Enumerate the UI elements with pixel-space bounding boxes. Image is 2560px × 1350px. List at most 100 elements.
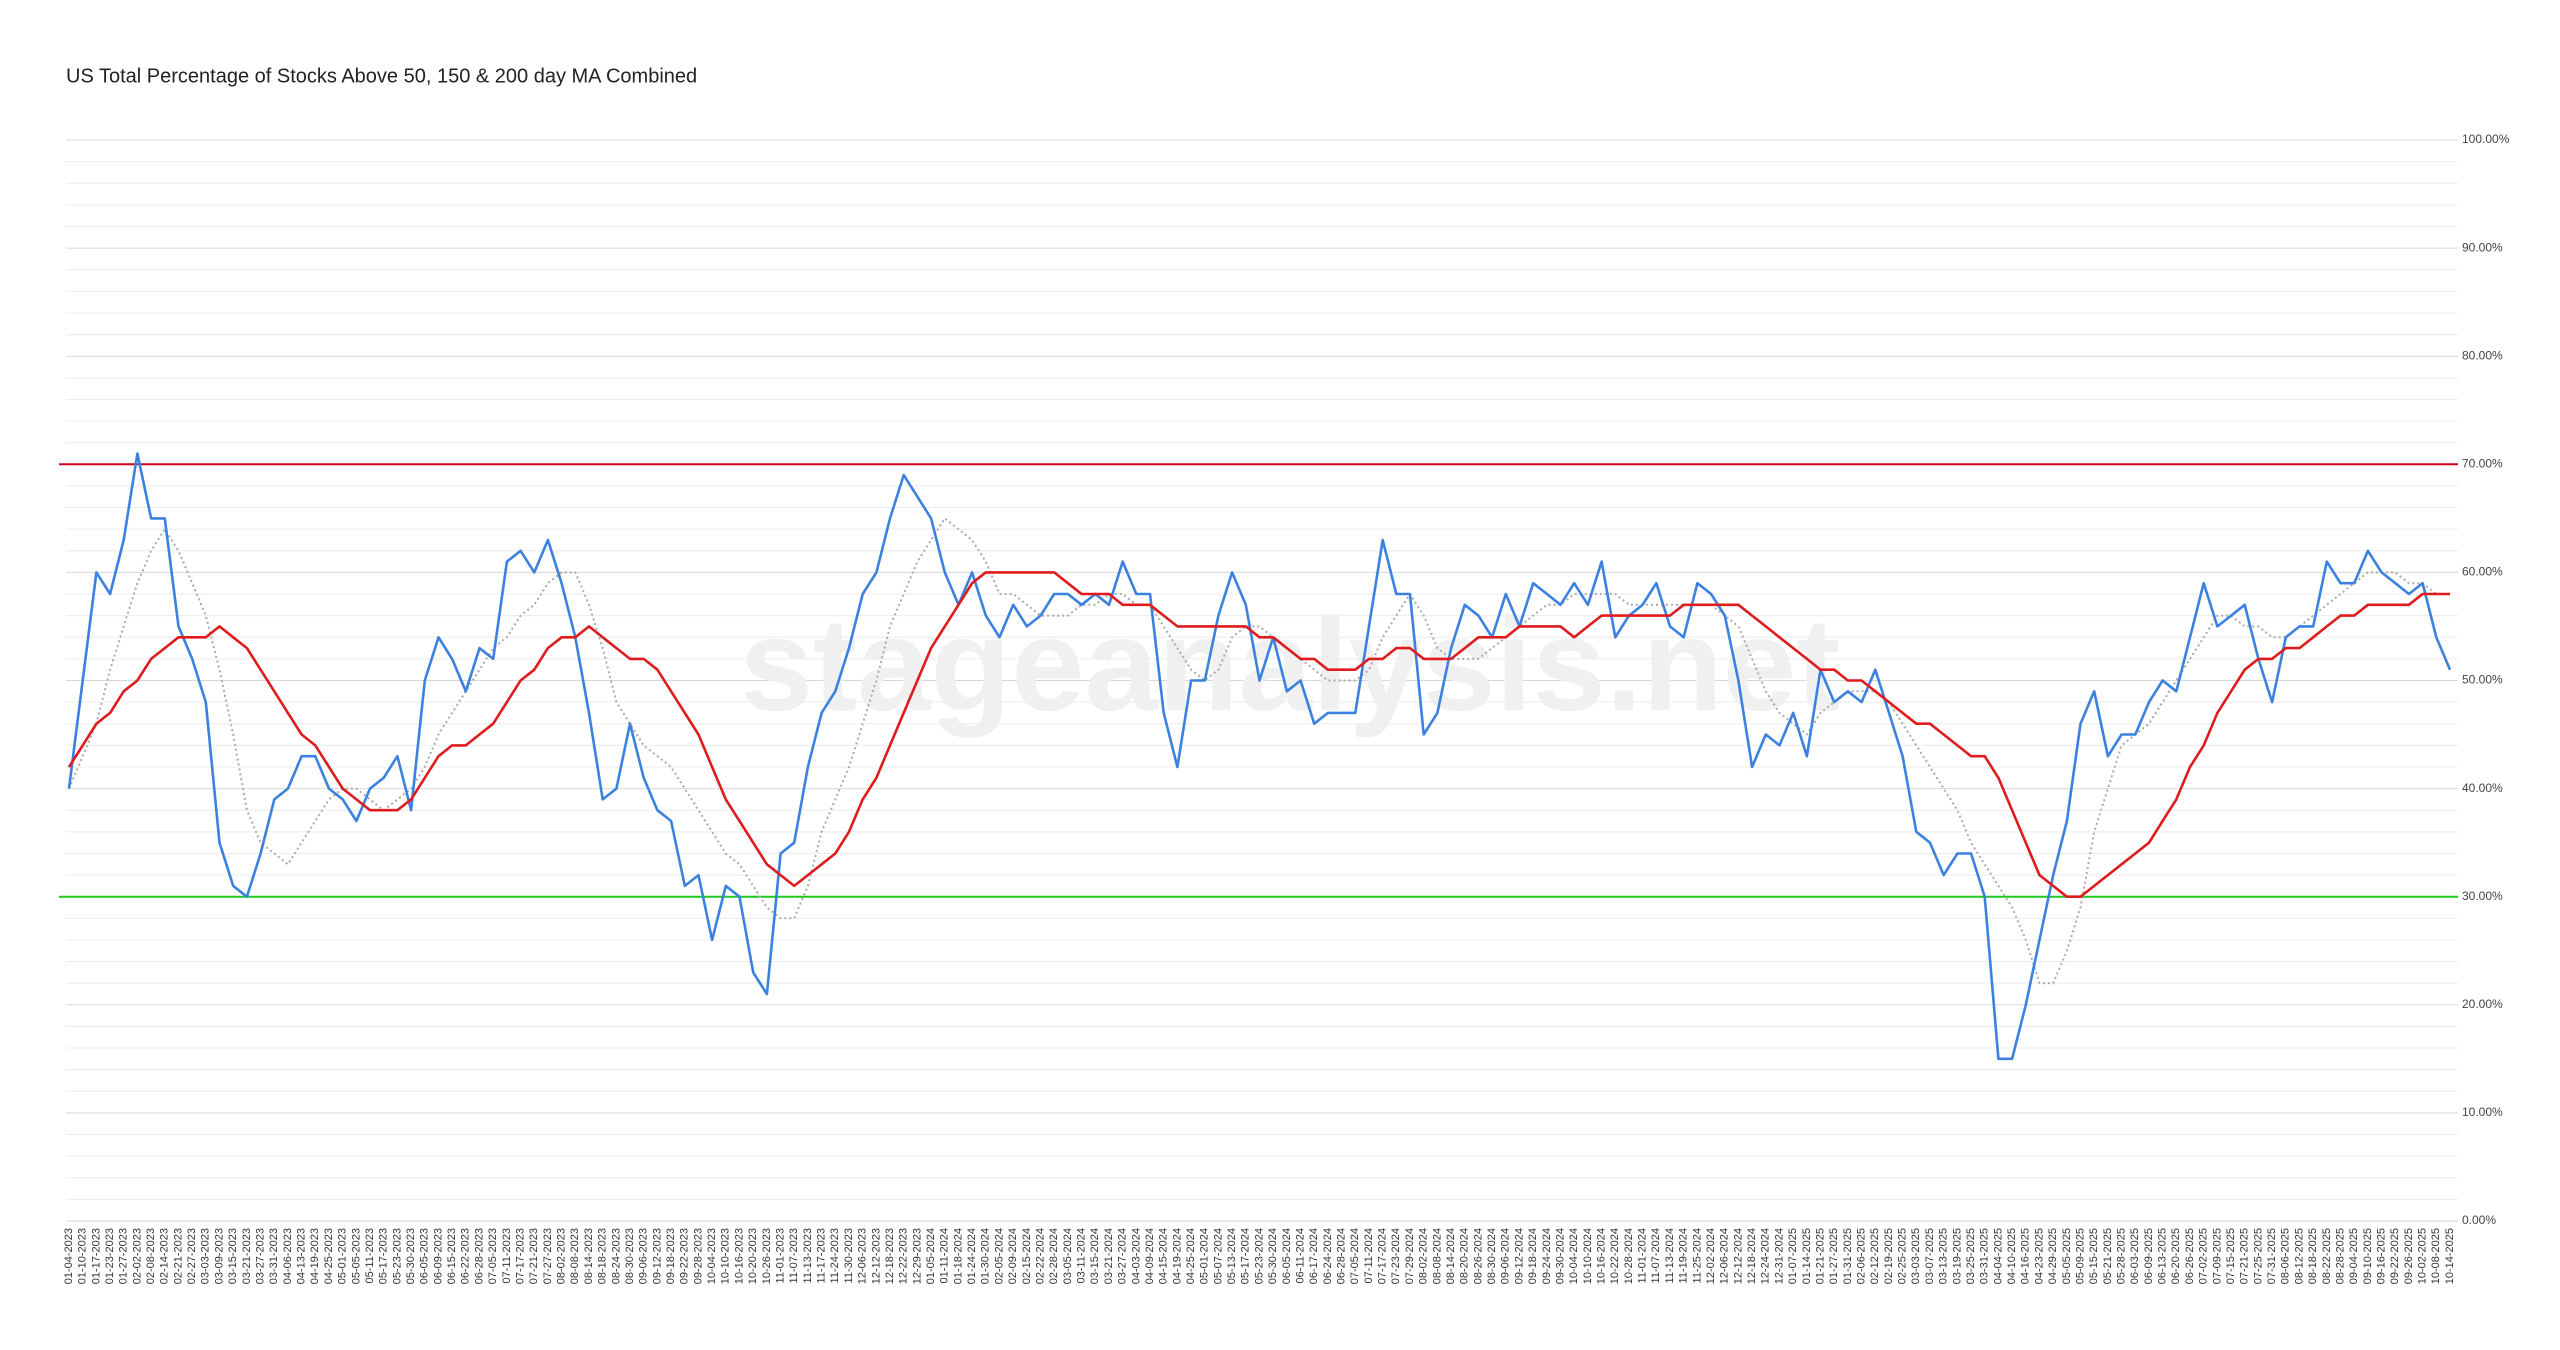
x-tick-label: 12-12-2023 [870,1228,882,1284]
x-tick-label: 07-17-2023 [514,1228,526,1284]
x-tick-label: 01-04-2023 [63,1228,75,1284]
x-tick-label: 06-20-2025 [2170,1228,2182,1284]
x-tick-label: 11-17-2023 [816,1228,828,1283]
x-tick-label: 03-03-2023 [200,1228,212,1284]
x-tick-label: 11-25-2024 [1691,1228,1703,1283]
x-tick-label: 03-03-2025 [1910,1228,1922,1284]
x-tick-label: 02-06-2025 [1855,1228,1867,1284]
x-tick-label: 04-19-2023 [309,1228,321,1284]
x-tick-label: 08-30-2024 [1486,1228,1498,1284]
y-tick-label: 40.00% [2462,781,2503,795]
x-tick-label: 04-10-2025 [2006,1228,2018,1284]
x-tick-label: 10-08-2025 [2430,1228,2442,1284]
x-tick-label: 08-18-2025 [2307,1228,2319,1284]
x-tick-label: 12-06-2023 [857,1228,869,1284]
x-tick-label: 09-28-2023 [692,1228,704,1284]
x-tick-label: 11-13-2024 [1664,1228,1676,1283]
x-tick-label: 03-09-2023 [213,1228,225,1284]
x-tick-label: 05-23-2024 [1253,1228,1265,1284]
x-tick-label: 06-28-2024 [1336,1228,1348,1284]
x-tick-label: 08-24-2023 [610,1228,622,1284]
x-tick-label: 04-13-2023 [296,1228,308,1284]
x-tick-label: 05-09-2025 [2074,1228,2086,1284]
x-tick-label: 05-30-2024 [1267,1228,1279,1284]
x-tick-label: 08-06-2025 [2280,1228,2292,1284]
x-tick-label: 07-31-2025 [2266,1228,2278,1284]
x-tick-label: 01-21-2025 [1814,1228,1826,1284]
x-tick-label: 07-09-2025 [2211,1228,2223,1284]
x-tick-label: 10-10-2024 [1582,1228,1594,1284]
x-tick-label: 07-27-2023 [542,1228,554,1284]
x-tick-label: 03-25-2025 [1965,1228,1977,1284]
x-tick-label: 05-23-2023 [391,1228,403,1284]
x-tick-label: 01-05-2024 [925,1228,937,1284]
x-tick-label: 04-29-2025 [2047,1228,2059,1284]
y-tick-label: 30.00% [2462,889,2503,903]
x-tick-label: 11-01-2024 [1637,1228,1649,1283]
x-tick-label: 06-28-2023 [473,1228,485,1284]
x-tick-label: 04-16-2025 [2020,1228,2032,1284]
x-tick-label: 06-26-2025 [2184,1228,2196,1284]
x-tick-label: 08-14-2024 [1445,1228,1457,1284]
x-tick-label: 05-01-2023 [337,1228,349,1284]
x-tick-label: 09-26-2025 [2403,1228,2415,1284]
x-tick-label: 02-15-2024 [1021,1228,1033,1284]
chart-title: US Total Percentage of Stocks Above 50, … [66,65,697,87]
x-tick-label: 11-30-2023 [843,1228,855,1283]
x-tick-label: 08-14-2023 [583,1228,595,1284]
x-tick-label: 03-15-2023 [227,1228,239,1284]
x-tick-label: 05-15-2025 [2088,1228,2100,1284]
x-tick-label: 06-22-2023 [460,1228,472,1284]
x-tick-label: 10-16-2023 [733,1228,745,1284]
x-tick-label: 06-13-2025 [2157,1228,2169,1284]
x-tick-label: 04-25-2023 [323,1228,335,1284]
x-tick-label: 05-07-2024 [1212,1228,1224,1284]
x-tick-label: 01-27-2025 [1828,1228,1840,1284]
x-tick-label: 03-21-2024 [1103,1228,1115,1284]
x-tick-label: 09-24-2024 [1541,1228,1553,1284]
x-tick-label: 10-14-2025 [2444,1228,2456,1284]
x-tick-label: 02-21-2023 [172,1228,184,1284]
x-tick-label: 03-07-2025 [1924,1228,1936,1284]
x-tick-label: 06-03-2025 [2129,1228,2141,1284]
x-tick-label: 03-27-2023 [254,1228,266,1284]
x-tick-label: 11-01-2023 [774,1228,786,1283]
y-tick-label: 10.00% [2462,1105,2503,1119]
y-tick-label: 0.00% [2462,1213,2496,1227]
x-tick-label: 03-21-2023 [241,1228,253,1284]
x-tick-label: 04-04-2025 [1992,1228,2004,1284]
x-tick-label: 08-26-2024 [1472,1228,1484,1284]
x-tick-label: 06-05-2024 [1281,1228,1293,1284]
x-tick-label: 01-10-2023 [77,1228,89,1284]
x-tick-label: 03-31-2025 [1979,1228,1991,1284]
x-tick-label: 04-15-2024 [1158,1228,1170,1284]
x-tick-label: 06-24-2024 [1322,1228,1334,1284]
x-tick-label: 02-25-2025 [1897,1228,1909,1284]
x-tick-label: 02-05-2024 [993,1228,1005,1284]
x-tick-label: 09-06-2023 [638,1228,650,1284]
x-tick-label: 06-05-2023 [419,1228,431,1284]
x-tick-label: 08-22-2025 [2321,1228,2333,1284]
x-tick-label: 07-11-2023 [501,1228,513,1283]
y-tick-label: 80.00% [2462,348,2503,362]
x-tick-label: 09-12-2023 [651,1228,663,1284]
y-tick-label: 50.00% [2462,673,2503,687]
y-tick-label: 20.00% [2462,997,2503,1011]
x-tick-label: 07-17-2024 [1377,1228,1389,1284]
x-tick-label: 07-05-2024 [1349,1228,1361,1284]
x-tick-label: 05-17-2023 [378,1228,390,1284]
x-tick-label: 05-21-2025 [2102,1228,2114,1284]
x-tick-label: 09-12-2024 [1513,1228,1525,1284]
x-tick-label: 04-03-2024 [1130,1228,1142,1284]
x-tick-label: 09-30-2024 [1554,1228,1566,1284]
x-tick-label: 07-21-2025 [2239,1228,2251,1284]
x-tick-label: 05-01-2024 [1199,1228,1211,1284]
x-tick-label: 09-22-2025 [2389,1228,2401,1284]
series-line [68,517,2450,985]
x-tick-label: 06-09-2023 [432,1228,444,1284]
x-tick-label: 10-16-2024 [1596,1228,1608,1284]
x-tick-label: 06-11-2024 [1294,1228,1306,1283]
x-tick-label: 09-06-2024 [1500,1228,1512,1284]
x-tick-label: 04-25-2024 [1185,1228,1197,1284]
x-tick-label: 04-09-2024 [1144,1228,1156,1284]
